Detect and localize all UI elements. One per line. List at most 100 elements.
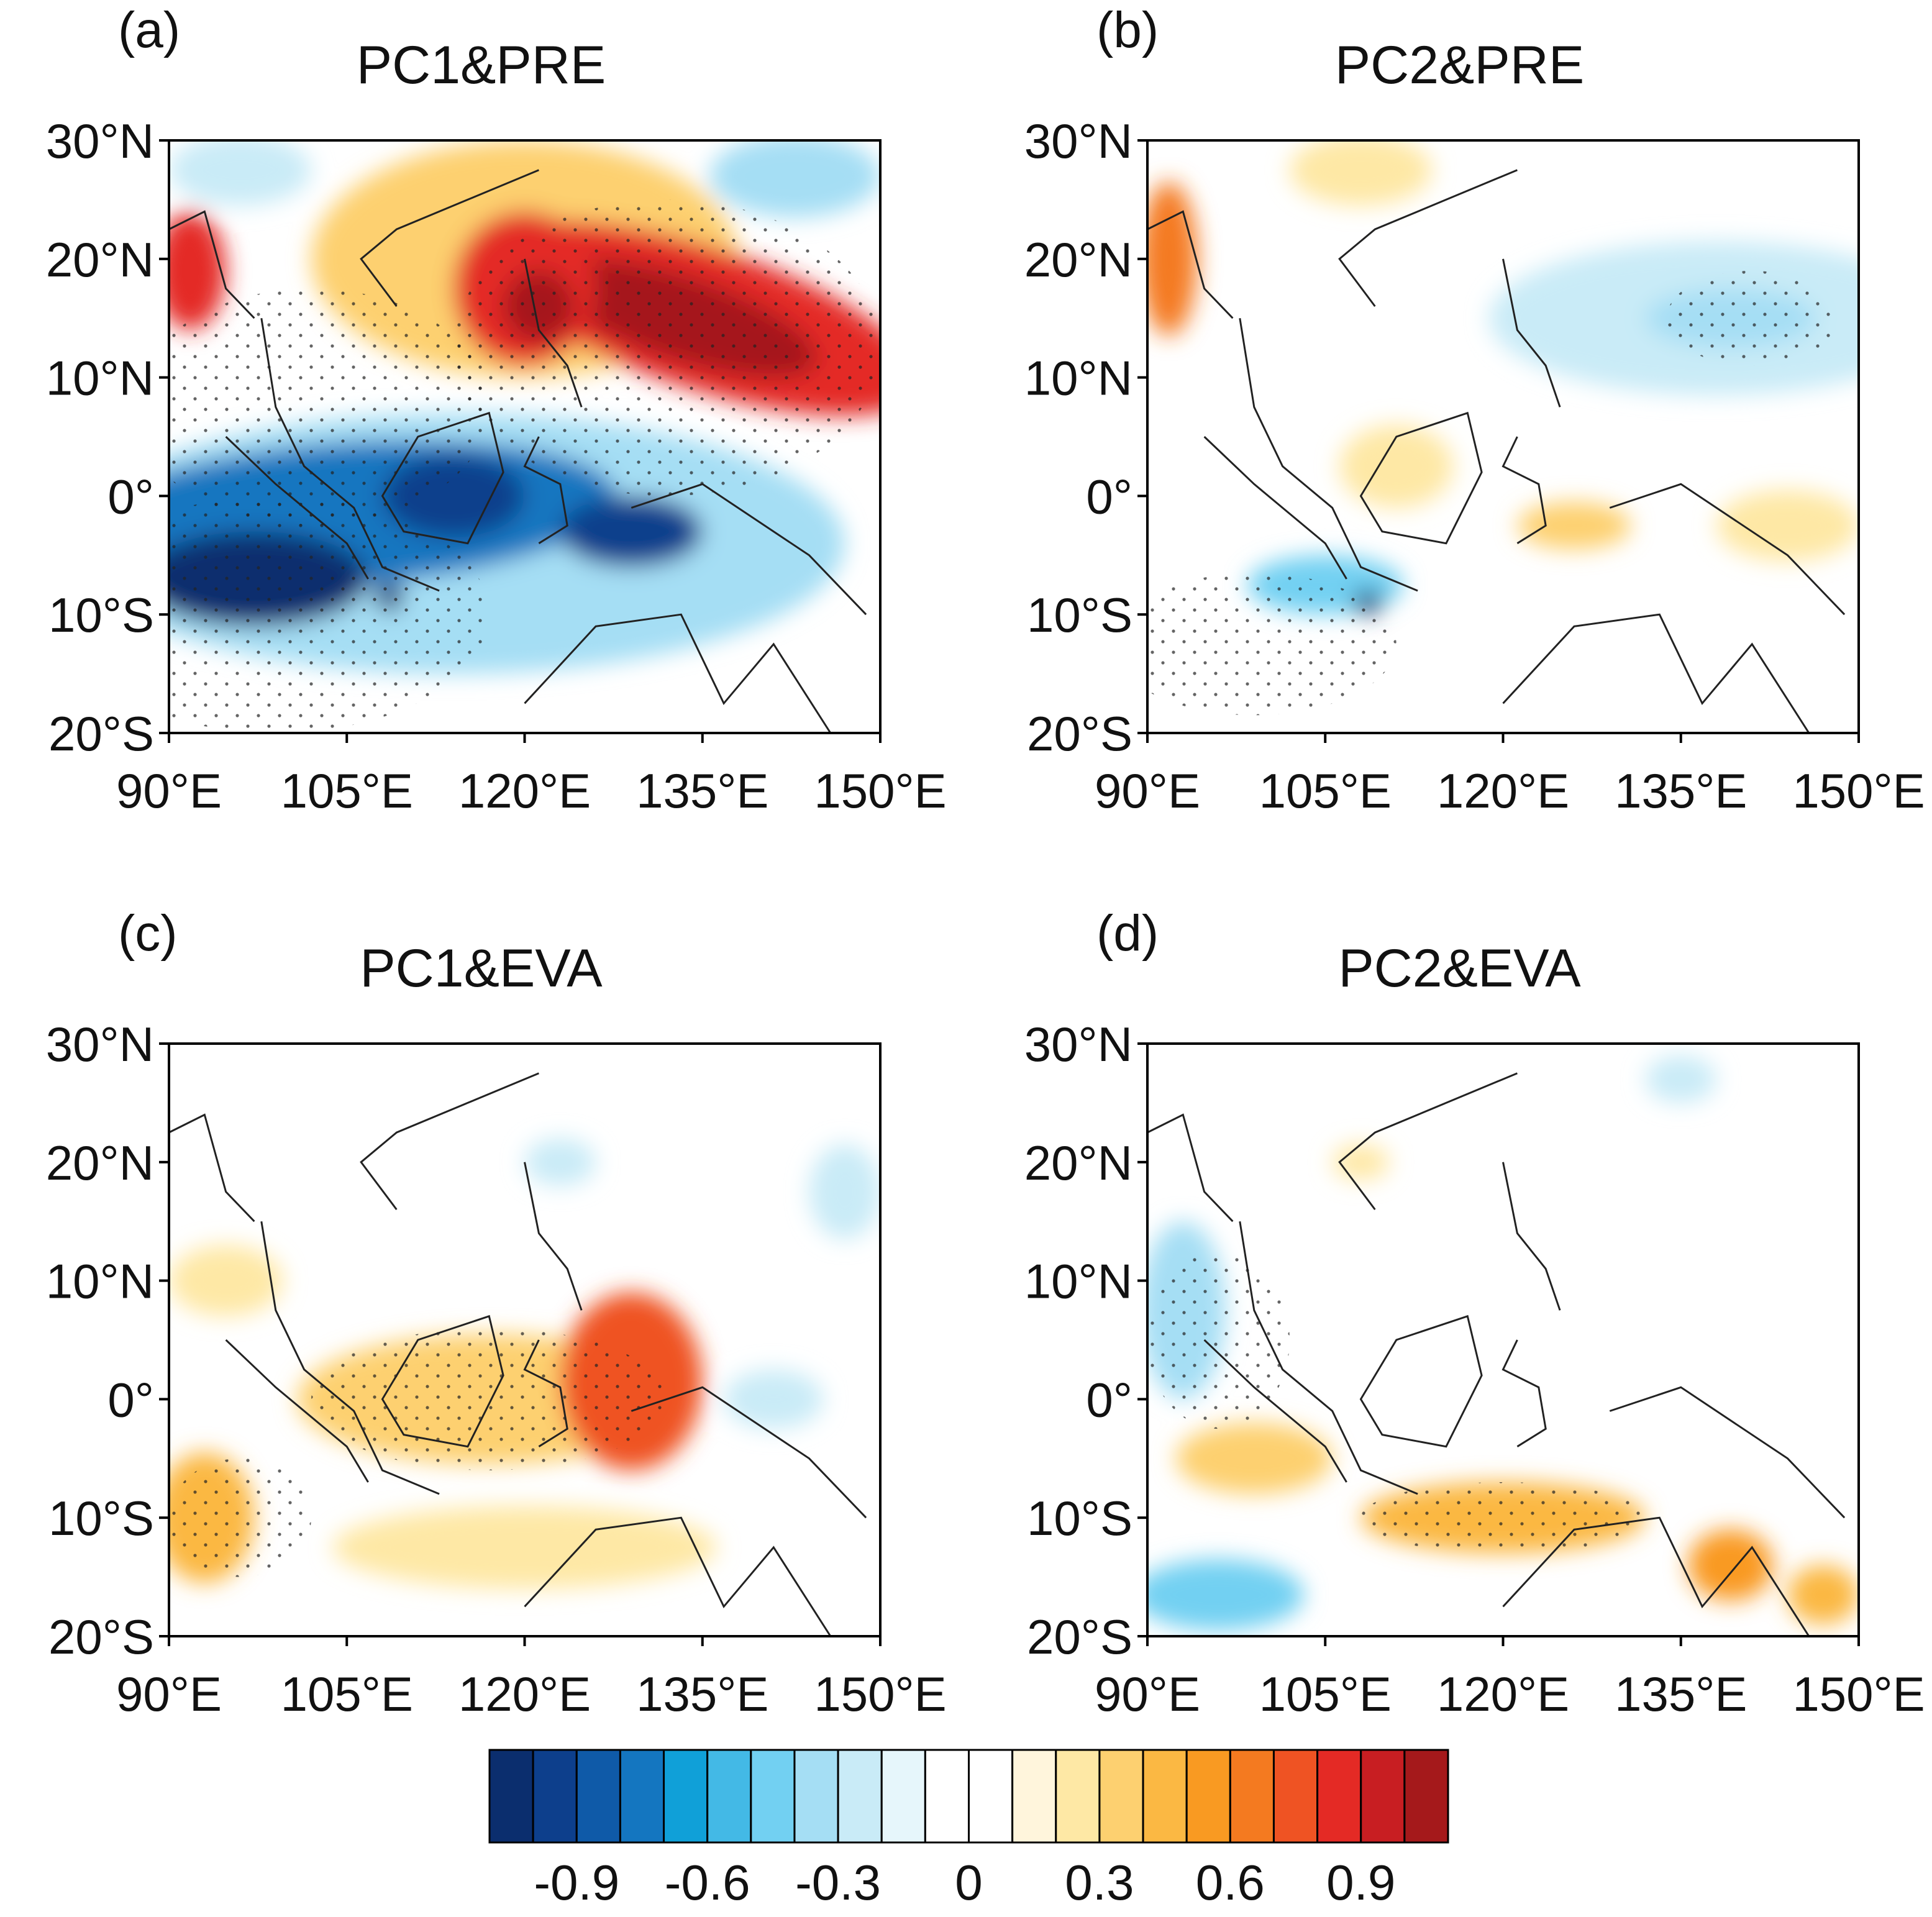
y-tick-label: 10°S <box>48 1491 154 1546</box>
coastline <box>1338 1072 1518 1210</box>
coastline <box>1609 483 1846 616</box>
y-tick-label: 10°N <box>46 1254 154 1309</box>
colorbar-box <box>750 1749 796 1844</box>
field <box>1147 1044 1859 1636</box>
y-tick-label: 20°N <box>1024 232 1132 287</box>
shade-area <box>1716 489 1859 562</box>
x-tick-label: 135°E <box>636 1667 768 1721</box>
shade-area <box>809 1144 880 1239</box>
colorbar-box <box>488 1749 534 1844</box>
y-tick-label: 30°N <box>1024 114 1132 168</box>
x-tick-label: 120°E <box>458 1667 591 1721</box>
x-tick-label: 120°E <box>1437 763 1569 818</box>
coastline <box>260 317 440 592</box>
colorbar-box <box>532 1749 578 1844</box>
y-tick-label: 30°N <box>46 114 154 168</box>
coastline <box>360 169 539 307</box>
colorbar-box <box>1055 1749 1101 1844</box>
x-tick-label: 135°E <box>1615 763 1747 818</box>
coastline <box>523 436 568 544</box>
x-tick-label: 120°E <box>458 763 591 818</box>
shade-area <box>1688 1529 1774 1601</box>
panel-label: (a) <box>118 2 180 58</box>
map-panel: 90°E 105°E 120°E 135°E 150°E 30°N 20°N 10°N 0° 10… <box>1024 905 1925 1721</box>
x-tick-label: 90°E <box>1095 763 1200 818</box>
x-tick-label: 90°E <box>116 1667 222 1721</box>
panel-label: (d) <box>1096 905 1159 962</box>
colorbar-box <box>1142 1749 1188 1844</box>
shade-area <box>1290 140 1432 206</box>
panel-title: PC1&PRE <box>357 35 606 95</box>
x-tick-label: 135°E <box>636 763 768 818</box>
stipple <box>169 1458 311 1577</box>
colorbar-box <box>663 1749 709 1844</box>
coastline <box>260 1221 440 1495</box>
coastline <box>1609 1386 1846 1519</box>
colorbar-box <box>619 1749 665 1844</box>
coastline <box>1502 258 1561 408</box>
colorbar-box <box>837 1749 883 1844</box>
y-tick-label: 10°S <box>1027 1491 1132 1546</box>
stipple <box>1360 1482 1646 1554</box>
y-tick-label: 20°N <box>46 1136 154 1190</box>
coastline <box>1502 1516 1810 1636</box>
coastline <box>1502 1162 1561 1311</box>
y-tick-label: 10°N <box>46 351 154 406</box>
coastline <box>225 435 369 580</box>
colorbar-label: -0.6 <box>665 1855 750 1910</box>
panel-title: PC1&EVA <box>360 939 603 998</box>
shade-area <box>1147 1559 1304 1631</box>
coastline <box>169 210 255 319</box>
shade-area <box>1147 181 1198 336</box>
panel-label: (c) <box>118 905 178 962</box>
y-tick-label: 30°N <box>1024 1017 1132 1072</box>
stipple <box>1147 1250 1290 1429</box>
colorbar-label: 0.9 <box>1326 1855 1395 1910</box>
coastline <box>381 1314 504 1448</box>
y-tick-label: 20°S <box>1027 1610 1132 1664</box>
stipple <box>169 496 490 733</box>
shade-area <box>709 140 880 217</box>
x-tick-label: 90°E <box>1095 1667 1200 1721</box>
y-tick-label: 10°N <box>1024 1254 1132 1309</box>
colorbar-label: 0.6 <box>1196 1855 1265 1910</box>
coastline <box>360 1072 539 1210</box>
shade-area <box>1517 501 1631 550</box>
y-tick-label: 10°S <box>48 588 154 642</box>
coastline <box>1203 1339 1347 1483</box>
colorbar-box <box>706 1749 752 1844</box>
coastline <box>523 1339 568 1447</box>
colorbar-box <box>1272 1749 1319 1844</box>
y-tick-label: 20°S <box>48 1610 154 1664</box>
colorbar-box <box>1011 1749 1057 1844</box>
coastline <box>1502 613 1810 733</box>
shade-area <box>724 1369 824 1429</box>
x-tick-label: 105°E <box>281 763 413 818</box>
colorbar-box <box>1316 1749 1362 1844</box>
y-tick-label: 20°N <box>46 232 154 287</box>
colorbar-box <box>1098 1749 1144 1844</box>
coastline <box>1359 411 1483 545</box>
shade-area <box>1175 1423 1333 1495</box>
shade-area <box>524 1138 596 1186</box>
coastline <box>381 411 504 545</box>
y-tick-label: 0° <box>1086 1372 1132 1427</box>
colorbar-box <box>1403 1749 1449 1844</box>
y-tick-label: 0° <box>1086 469 1132 524</box>
y-tick-label: 20°S <box>1027 706 1132 761</box>
shade-area <box>169 140 311 206</box>
colorbar-label: -0.3 <box>795 1855 881 1910</box>
y-tick-label: 30°N <box>46 1017 154 1072</box>
panel-title: PC2&PRE <box>1335 35 1585 95</box>
colorbar-box <box>1229 1749 1275 1844</box>
coastline <box>524 1162 583 1311</box>
stipple <box>1147 573 1397 716</box>
y-tick-label: 20°S <box>48 706 154 761</box>
colorbar-label: 0.3 <box>1065 1855 1134 1910</box>
colorbar-label: -0.9 <box>534 1855 619 1910</box>
x-tick-label: 150°E <box>1792 763 1925 818</box>
x-tick-label: 105°E <box>281 1667 413 1721</box>
shade-area <box>169 1245 283 1316</box>
map-panel: 90°E 105°E 120°E 135°E 150°E 30°N 20°N 10°N 0° 10… <box>1024 2 1925 818</box>
